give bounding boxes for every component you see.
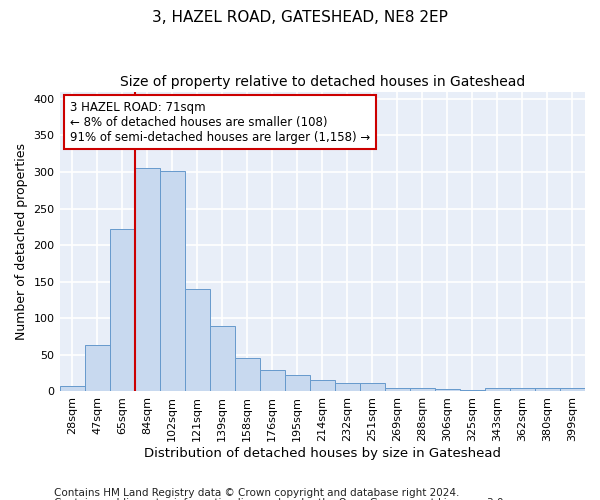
Text: Contains public sector information licensed under the Open Government Licence v3: Contains public sector information licen…	[54, 498, 507, 500]
Title: Size of property relative to detached houses in Gateshead: Size of property relative to detached ho…	[119, 75, 525, 89]
Text: Contains HM Land Registry data © Crown copyright and database right 2024.: Contains HM Land Registry data © Crown c…	[54, 488, 460, 498]
Bar	[560, 388, 585, 392]
Bar	[85, 346, 110, 392]
Bar	[485, 388, 510, 392]
Bar	[385, 388, 410, 392]
Bar	[310, 380, 335, 392]
Bar	[235, 358, 260, 392]
Bar	[285, 374, 310, 392]
Text: 3 HAZEL ROAD: 71sqm
← 8% of detached houses are smaller (108)
91% of semi-detach: 3 HAZEL ROAD: 71sqm ← 8% of detached hou…	[70, 100, 370, 144]
Bar	[110, 229, 134, 392]
Bar	[134, 168, 160, 392]
Bar	[410, 388, 435, 392]
Bar	[535, 388, 560, 392]
Bar	[160, 170, 185, 392]
Text: 3, HAZEL ROAD, GATESHEAD, NE8 2EP: 3, HAZEL ROAD, GATESHEAD, NE8 2EP	[152, 10, 448, 25]
Bar	[185, 289, 209, 392]
Bar	[59, 386, 85, 392]
Bar	[360, 384, 385, 392]
Bar	[260, 370, 285, 392]
Bar	[209, 326, 235, 392]
Y-axis label: Number of detached properties: Number of detached properties	[15, 143, 28, 340]
Bar	[510, 388, 535, 392]
X-axis label: Distribution of detached houses by size in Gateshead: Distribution of detached houses by size …	[144, 447, 501, 460]
Bar	[435, 390, 460, 392]
Bar	[460, 390, 485, 392]
Bar	[335, 382, 360, 392]
